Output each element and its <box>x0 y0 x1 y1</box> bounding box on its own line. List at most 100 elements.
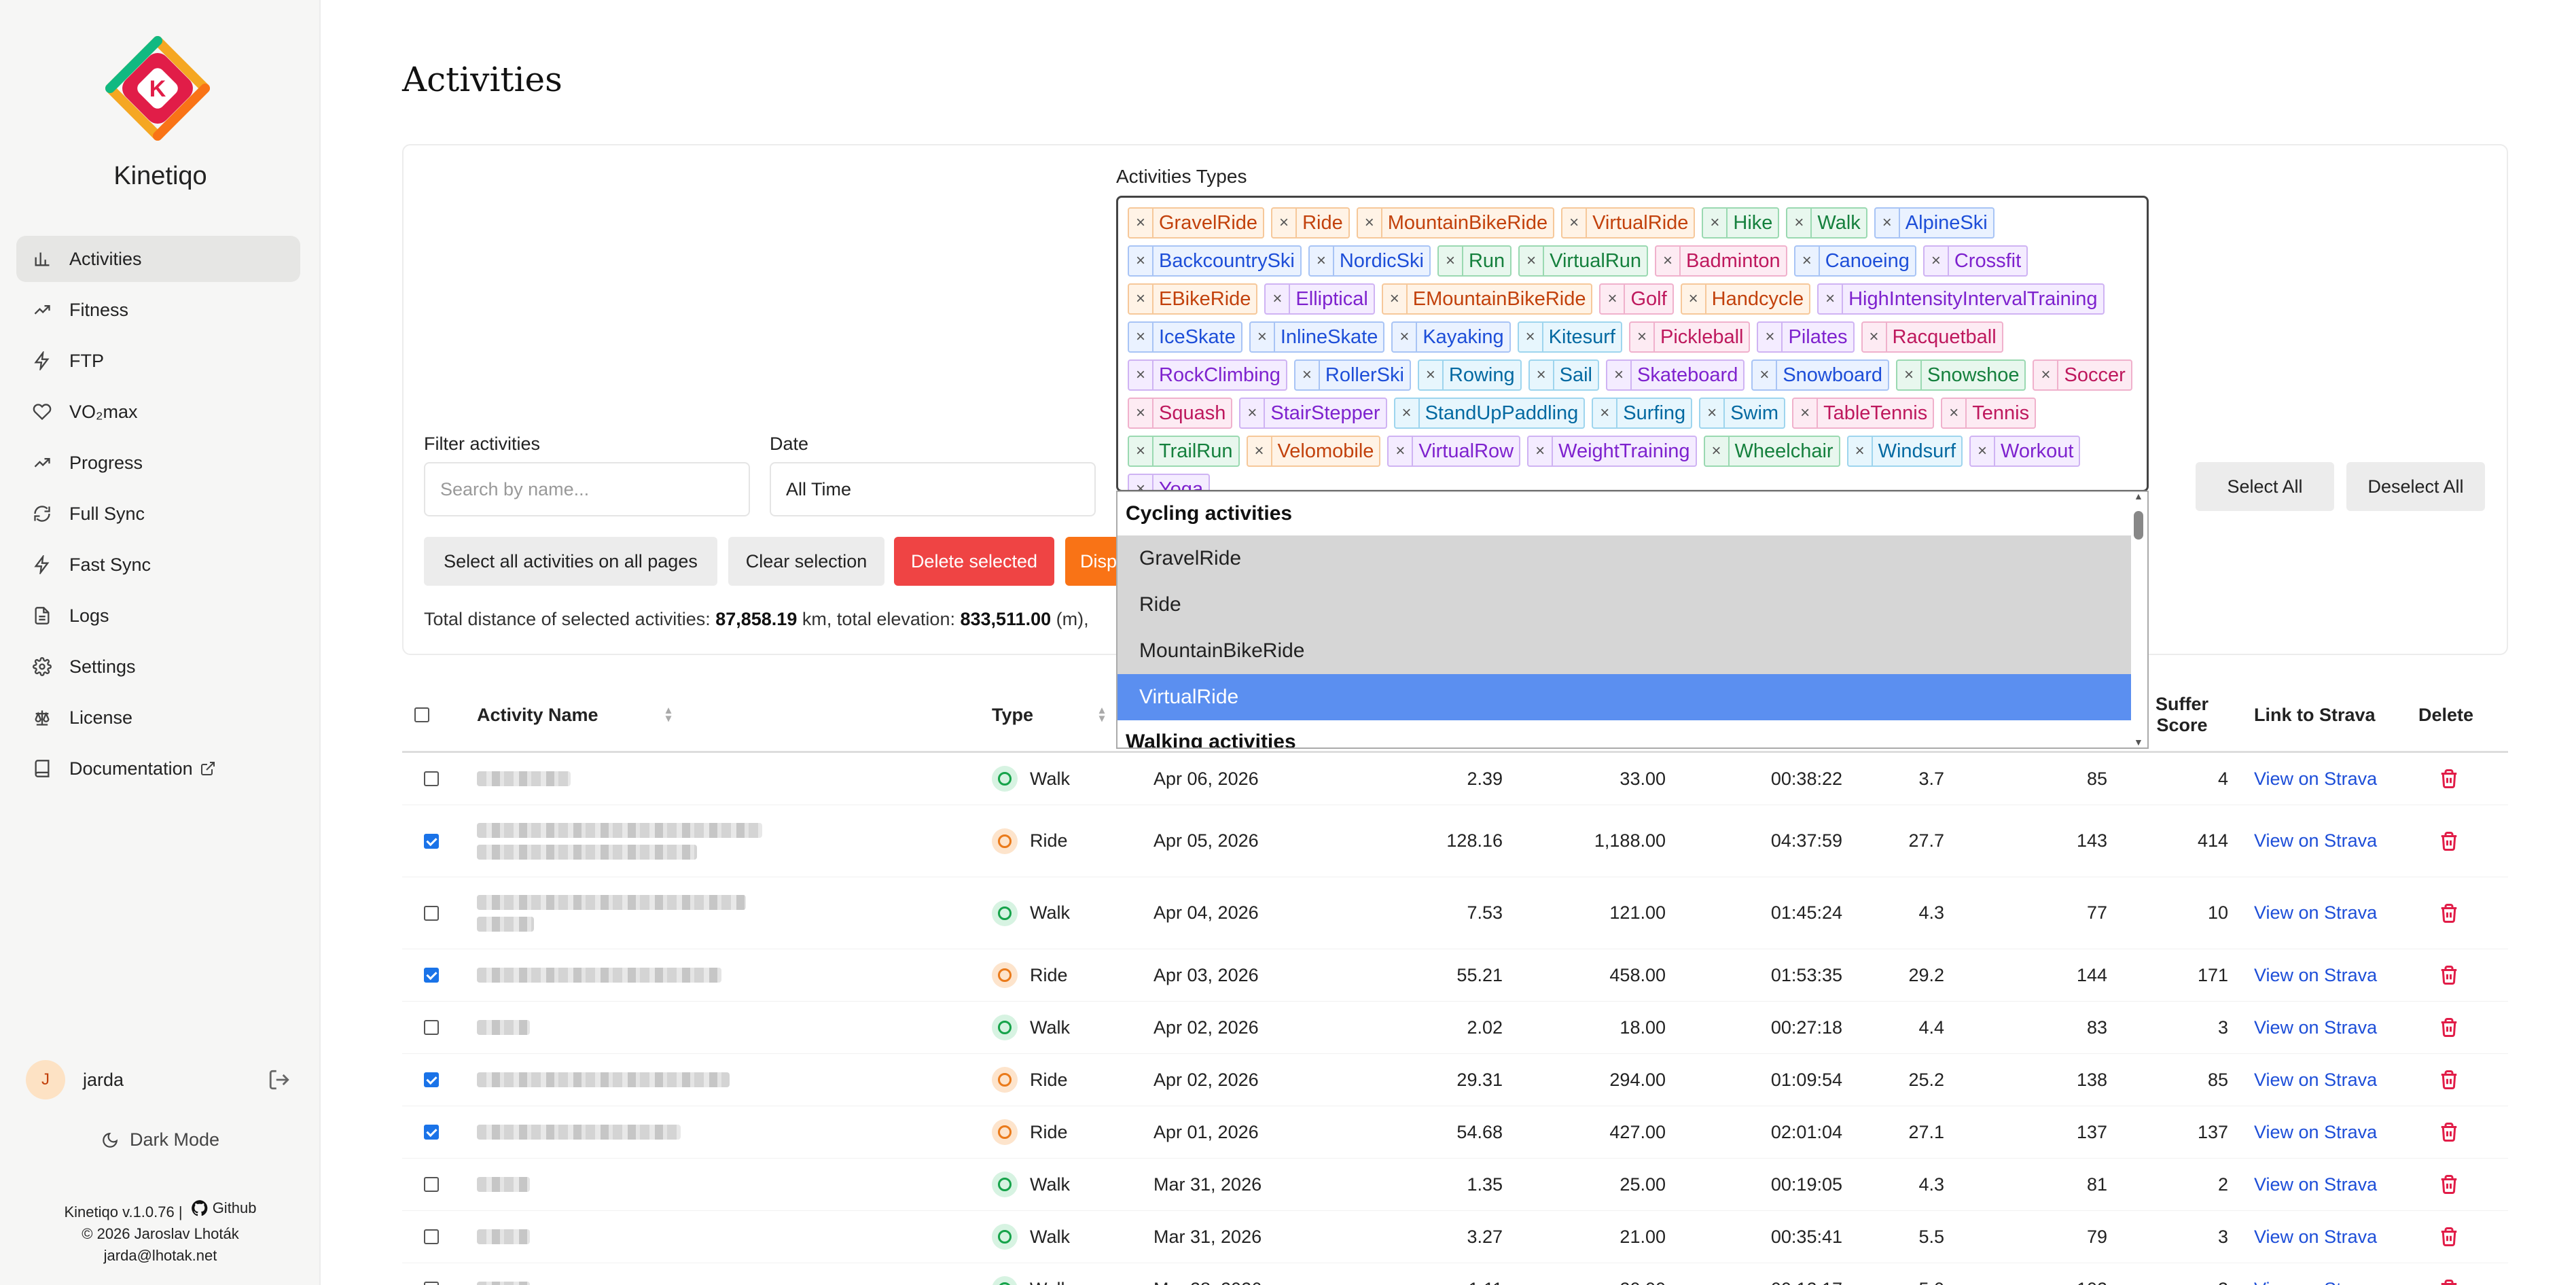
sidebar-item-documentation[interactable]: Documentation <box>16 745 300 792</box>
delete-button[interactable] <box>2439 1054 2459 1106</box>
scroll-up-icon[interactable]: ▲ <box>2134 491 2143 501</box>
sidebar-item-fast-sync[interactable]: Fast Sync <box>16 542 300 588</box>
delete-selected-button[interactable]: Delete selected <box>894 537 1054 586</box>
remove-tag-icon[interactable]: × <box>1787 209 1812 237</box>
delete-button[interactable] <box>2439 1159 2459 1210</box>
remove-tag-icon[interactable]: × <box>1925 247 1949 275</box>
row-checkbox[interactable] <box>424 905 439 921</box>
remove-tag-icon[interactable]: × <box>1393 323 1418 351</box>
remove-tag-icon[interactable]: × <box>1248 437 1272 465</box>
strava-link[interactable]: View on Strava <box>2254 1174 2378 1195</box>
delete-button[interactable] <box>2439 1263 2459 1285</box>
col-activity-name[interactable]: Activity Name ▴ ▾ <box>477 677 671 753</box>
dropdown-option-ride[interactable]: Ride <box>1117 582 2132 628</box>
row-checkbox[interactable] <box>424 1177 439 1192</box>
delete-button[interactable] <box>2439 877 2459 949</box>
row-checkbox[interactable] <box>424 771 439 786</box>
sidebar-item-activities[interactable]: Activities <box>16 236 300 282</box>
strava-link[interactable]: View on Strava <box>2254 902 2378 923</box>
clear-selection-button[interactable]: Clear selection <box>728 537 884 586</box>
activity-name[interactable] <box>477 753 571 805</box>
remove-tag-icon[interactable]: × <box>1129 437 1153 465</box>
remove-tag-icon[interactable]: × <box>1897 361 1922 389</box>
remove-tag-icon[interactable]: × <box>1295 361 1320 389</box>
row-checkbox[interactable] <box>424 1229 439 1244</box>
remove-tag-icon[interactable]: × <box>1971 437 1996 465</box>
remove-tag-icon[interactable]: × <box>1863 323 1887 351</box>
activity-name[interactable] <box>477 1159 530 1210</box>
remove-tag-icon[interactable]: × <box>1129 247 1153 275</box>
strava-link[interactable]: View on Strava <box>2254 1069 2378 1090</box>
remove-tag-icon[interactable]: × <box>1519 323 1543 351</box>
dropdown-option-mountainbikeride[interactable]: MountainBikeRide <box>1117 628 2132 674</box>
remove-tag-icon[interactable]: × <box>1251 323 1275 351</box>
col-type[interactable]: Type ▴ ▾ <box>992 677 1105 753</box>
remove-tag-icon[interactable]: × <box>1129 399 1153 427</box>
activity-name[interactable] <box>477 1263 530 1285</box>
dropdown-option-gravelride[interactable]: GravelRide <box>1117 535 2132 582</box>
activity-name[interactable] <box>477 1106 681 1158</box>
remove-tag-icon[interactable]: × <box>1419 361 1444 389</box>
delete-button[interactable] <box>2439 805 2459 877</box>
remove-tag-icon[interactable]: × <box>1439 247 1463 275</box>
remove-tag-icon[interactable]: × <box>1942 399 1967 427</box>
remove-tag-icon[interactable]: × <box>1562 209 1588 237</box>
dropdown-scrollbar[interactable]: ▲ ▼ <box>2131 492 2146 747</box>
remove-tag-icon[interactable]: × <box>1876 209 1900 237</box>
activity-name[interactable] <box>477 949 721 1001</box>
delete-button[interactable] <box>2439 1106 2459 1158</box>
remove-tag-icon[interactable]: × <box>1682 285 1706 313</box>
row-checkbox[interactable] <box>424 1072 439 1087</box>
row-checkbox[interactable] <box>424 968 439 983</box>
sidebar-item-progress[interactable]: Progress <box>16 440 300 486</box>
row-checkbox[interactable] <box>424 1020 439 1035</box>
col-link[interactable]: Link to Strava <box>2254 704 2376 725</box>
sidebar-item-full-sync[interactable]: Full Sync <box>16 491 300 537</box>
remove-tag-icon[interactable]: × <box>1703 209 1728 237</box>
dark-mode-toggle[interactable]: Dark Mode <box>0 1129 321 1150</box>
remove-tag-icon[interactable]: × <box>1753 361 1778 389</box>
remove-tag-icon[interactable]: × <box>1266 285 1291 313</box>
remove-tag-icon[interactable]: × <box>1520 247 1545 275</box>
logout-icon[interactable] <box>268 1068 291 1091</box>
search-input[interactable]: Search by name... <box>424 462 750 516</box>
contact-email[interactable]: jarda@lhotak.net <box>103 1247 217 1264</box>
activity-name[interactable] <box>477 877 746 949</box>
strava-link[interactable]: View on Strava <box>2254 1263 2377 1285</box>
strava-link[interactable]: View on Strava <box>2254 964 2378 985</box>
remove-tag-icon[interactable]: × <box>1593 399 1618 427</box>
select-all-button[interactable]: Select All <box>2196 462 2334 511</box>
row-checkbox[interactable] <box>424 1125 439 1140</box>
strava-link[interactable]: View on Strava <box>2254 830 2378 851</box>
select-all-checkbox[interactable] <box>414 707 429 722</box>
date-select[interactable]: All Time <box>770 462 1096 516</box>
remove-tag-icon[interactable]: × <box>1358 209 1382 237</box>
sidebar-item-license[interactable]: License <box>16 694 300 741</box>
deselect-all-button[interactable]: Deselect All <box>2346 462 2485 511</box>
sidebar-item-vo-max[interactable]: VO₂max <box>16 389 300 435</box>
sidebar-item-fitness[interactable]: Fitness <box>16 287 300 333</box>
remove-tag-icon[interactable]: × <box>1129 361 1153 389</box>
remove-tag-icon[interactable]: × <box>1389 437 1414 465</box>
sidebar-item-logs[interactable]: Logs <box>16 593 300 639</box>
user-profile[interactable]: J jarda <box>26 1059 291 1101</box>
sidebar-item-settings[interactable]: Settings <box>16 644 300 690</box>
remove-tag-icon[interactable]: × <box>1272 209 1298 237</box>
display-button[interactable]: Disp <box>1065 537 1120 586</box>
remove-tag-icon[interactable]: × <box>1793 399 1819 427</box>
remove-tag-icon[interactable]: × <box>1848 437 1873 465</box>
remove-tag-icon[interactable]: × <box>1758 323 1783 351</box>
strava-link[interactable]: View on Strava <box>2254 1121 2378 1142</box>
remove-tag-icon[interactable]: × <box>1630 323 1655 351</box>
scroll-down-icon[interactable]: ▼ <box>2134 737 2143 747</box>
remove-tag-icon[interactable]: × <box>1600 285 1626 313</box>
delete-button[interactable] <box>2439 1002 2459 1053</box>
row-checkbox[interactable] <box>424 833 439 849</box>
delete-button[interactable] <box>2439 949 2459 1001</box>
remove-tag-icon[interactable]: × <box>1819 285 1844 313</box>
remove-tag-icon[interactable]: × <box>1240 399 1266 427</box>
delete-button[interactable] <box>2439 1211 2459 1263</box>
remove-tag-icon[interactable]: × <box>1530 361 1554 389</box>
remove-tag-icon[interactable]: × <box>1129 475 1153 490</box>
remove-tag-icon[interactable]: × <box>1395 399 1420 427</box>
